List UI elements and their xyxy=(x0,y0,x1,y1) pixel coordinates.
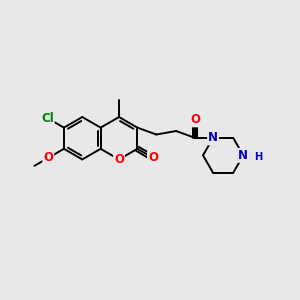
Text: Cl: Cl xyxy=(41,112,54,124)
Text: O: O xyxy=(148,151,158,164)
Text: O: O xyxy=(190,113,200,126)
Text: N: N xyxy=(208,131,218,144)
Text: N: N xyxy=(238,149,248,162)
Text: O: O xyxy=(43,151,53,164)
Text: H: H xyxy=(254,152,262,162)
Text: O: O xyxy=(114,153,124,166)
